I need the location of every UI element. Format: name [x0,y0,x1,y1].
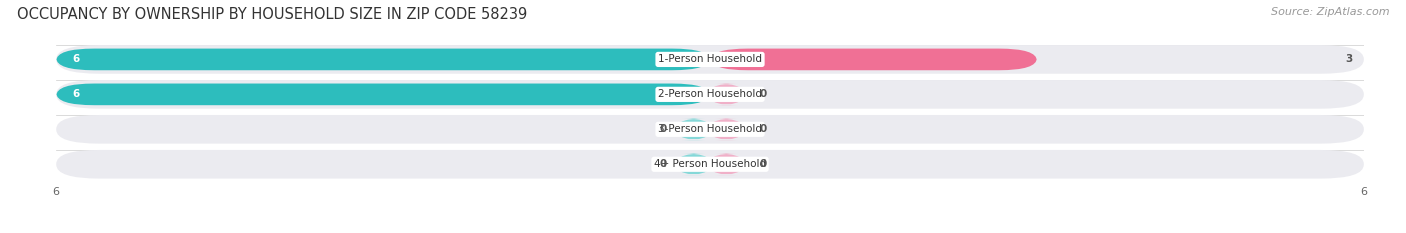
FancyBboxPatch shape [56,84,710,105]
Text: Source: ZipAtlas.com: Source: ZipAtlas.com [1271,7,1389,17]
FancyBboxPatch shape [710,118,742,140]
Text: 3: 3 [1346,55,1353,64]
FancyBboxPatch shape [56,150,1364,179]
Text: 0: 0 [659,124,666,134]
FancyBboxPatch shape [56,115,1364,144]
Text: OCCUPANCY BY OWNERSHIP BY HOUSEHOLD SIZE IN ZIP CODE 58239: OCCUPANCY BY OWNERSHIP BY HOUSEHOLD SIZE… [17,7,527,22]
FancyBboxPatch shape [710,49,1038,70]
Legend: Owner-occupied, Renter-occupied: Owner-occupied, Renter-occupied [593,230,827,233]
Text: 4+ Person Household: 4+ Person Household [654,159,766,169]
Text: 3-Person Household: 3-Person Household [658,124,762,134]
FancyBboxPatch shape [56,80,1364,109]
Text: 0: 0 [659,159,666,169]
Text: 1-Person Household: 1-Person Household [658,55,762,64]
Text: 0: 0 [759,124,766,134]
Text: 0: 0 [759,159,766,169]
FancyBboxPatch shape [56,49,710,70]
FancyBboxPatch shape [710,84,742,105]
FancyBboxPatch shape [56,45,1364,74]
Text: 2-Person Household: 2-Person Household [658,89,762,99]
FancyBboxPatch shape [710,154,742,175]
Text: 0: 0 [759,89,766,99]
FancyBboxPatch shape [678,118,710,140]
Text: 6: 6 [73,55,80,64]
Text: 6: 6 [73,89,80,99]
FancyBboxPatch shape [678,154,710,175]
